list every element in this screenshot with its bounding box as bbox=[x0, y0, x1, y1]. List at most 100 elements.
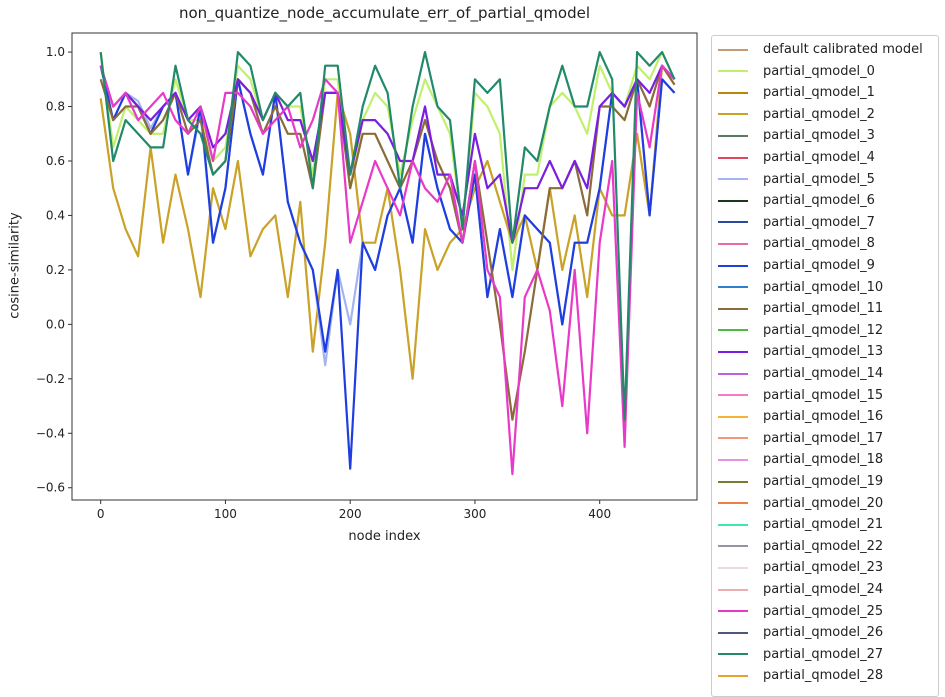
legend-label: partial_qmodel_24 bbox=[763, 582, 884, 597]
legend-label: partial_qmodel_2 bbox=[763, 106, 875, 122]
legend-item: partial_qmodel_23 bbox=[712, 557, 883, 578]
legend-item: partial_qmodel_13 bbox=[712, 341, 883, 362]
legend-swatch bbox=[718, 48, 748, 51]
legend-label: partial_qmodel_9 bbox=[763, 258, 875, 273]
legend-item: partial_qmodel_5 bbox=[712, 169, 875, 190]
legend-swatch bbox=[718, 91, 748, 94]
legend-label: partial_qmodel_16 bbox=[763, 409, 884, 425]
legend-swatch bbox=[718, 653, 748, 656]
legend-swatch bbox=[718, 610, 748, 613]
legend-item: partial_qmodel_26 bbox=[712, 622, 883, 643]
legend-item: default calibrated model bbox=[712, 39, 923, 60]
y-tick-label: 0.0 bbox=[46, 317, 65, 331]
legend-swatch bbox=[718, 674, 748, 677]
legend-swatch bbox=[718, 545, 748, 548]
legend-swatch bbox=[718, 458, 748, 461]
legend-label: partial_qmodel_26 bbox=[763, 625, 884, 641]
y-tick-label: −0.4 bbox=[36, 426, 65, 440]
legend-item: partial_qmodel_28 bbox=[712, 665, 883, 686]
legend-item: partial_qmodel_27 bbox=[712, 644, 883, 665]
legend-swatch bbox=[718, 523, 748, 526]
series-line-14 bbox=[99, 64, 676, 244]
legend-item: partial_qmodel_4 bbox=[712, 147, 875, 168]
legend-item: partial_qmodel_11 bbox=[712, 298, 883, 319]
x-tick-label: 0 bbox=[97, 507, 105, 521]
plot-frame bbox=[71, 32, 698, 501]
legend-item: partial_qmodel_22 bbox=[712, 536, 883, 557]
legend-swatch bbox=[718, 502, 748, 505]
legend-item: partial_qmodel_24 bbox=[712, 579, 883, 600]
legend-label: partial_qmodel_13 bbox=[763, 344, 884, 360]
x-tick-label: 400 bbox=[588, 507, 611, 521]
legend-swatch bbox=[718, 588, 748, 591]
series-line-28 bbox=[99, 50, 676, 421]
legend-label: partial_qmodel_14 bbox=[763, 366, 884, 381]
legend-label: partial_qmodel_27 bbox=[763, 646, 884, 662]
y-tick-label: −0.6 bbox=[36, 481, 65, 495]
series-line-1 bbox=[99, 50, 676, 271]
legend-label: partial_qmodel_25 bbox=[763, 603, 884, 619]
legend-swatch bbox=[718, 70, 748, 73]
x-tick-label: 200 bbox=[339, 507, 362, 521]
chart-title: non_quantize_node_accumulate_err_of_part… bbox=[178, 4, 591, 22]
legend-swatch bbox=[718, 566, 748, 569]
legend-item: partial_qmodel_15 bbox=[712, 385, 883, 406]
x-axis-label: node index bbox=[348, 529, 421, 544]
legend-item: partial_qmodel_0 bbox=[712, 61, 875, 82]
x-tick-label: 300 bbox=[463, 507, 486, 521]
legend-item: partial_qmodel_10 bbox=[712, 277, 883, 298]
legend-swatch bbox=[718, 437, 748, 440]
legend-label: partial_qmodel_15 bbox=[763, 387, 884, 403]
legend-item: partial_qmodel_12 bbox=[712, 320, 883, 341]
legend-item: partial_qmodel_14 bbox=[712, 363, 883, 384]
legend: default calibrated model partial_qmodel_0… bbox=[711, 35, 939, 697]
legend-label: partial_qmodel_8 bbox=[763, 236, 875, 252]
legend-swatch bbox=[718, 221, 748, 224]
y-tick-label: 0.4 bbox=[46, 208, 65, 222]
legend-swatch bbox=[718, 134, 748, 137]
legend-label: partial_qmodel_20 bbox=[763, 495, 884, 511]
legend-label: partial_qmodel_0 bbox=[763, 63, 875, 79]
legend-item: partial_qmodel_18 bbox=[712, 449, 883, 470]
y-tick-label: −0.2 bbox=[36, 372, 65, 386]
legend-swatch bbox=[718, 199, 748, 202]
legend-swatch bbox=[718, 307, 748, 310]
legend-label: partial_qmodel_23 bbox=[763, 560, 884, 576]
x-tick-label: 100 bbox=[214, 507, 237, 521]
series-line-12 bbox=[99, 64, 676, 421]
legend-item: partial_qmodel_17 bbox=[712, 428, 883, 449]
legend-item: partial_qmodel_3 bbox=[712, 125, 875, 146]
legend-label: partial_qmodel_28 bbox=[763, 668, 884, 684]
chart-plot: 0 100 200 300 400 −0.6 −0.4 −0.2 0.0 0.2 0.4 0.6 0.8… bbox=[36, 32, 698, 521]
legend-label: partial_qmodel_18 bbox=[763, 452, 884, 468]
legend-swatch bbox=[718, 178, 748, 181]
legend-item: partial_qmodel_20 bbox=[712, 493, 883, 514]
y-tick-label: 0.8 bbox=[46, 100, 65, 114]
legend-item: partial_qmodel_8 bbox=[712, 233, 875, 254]
legend-label: partial_qmodel_11 bbox=[763, 301, 884, 317]
legend-label: partial_qmodel_12 bbox=[763, 322, 884, 338]
legend-item: partial_qmodel_19 bbox=[712, 471, 883, 492]
legend-label: partial_qmodel_17 bbox=[763, 430, 884, 446]
legend-swatch bbox=[718, 156, 748, 159]
legend-swatch bbox=[718, 329, 748, 332]
legend-label: partial_qmodel_7 bbox=[763, 214, 875, 230]
legend-label: partial_qmodel_21 bbox=[763, 517, 884, 533]
legend-swatch bbox=[718, 394, 748, 397]
legend-item: partial_qmodel_6 bbox=[712, 190, 875, 211]
y-tick-label: 0.6 bbox=[46, 154, 65, 168]
legend-item: partial_qmodel_25 bbox=[712, 601, 883, 622]
legend-swatch bbox=[718, 480, 748, 483]
legend-swatch bbox=[718, 631, 748, 634]
y-axis-label: cosine-similarity bbox=[7, 212, 23, 319]
legend-label: partial_qmodel_19 bbox=[763, 474, 884, 489]
legend-label: partial_qmodel_3 bbox=[763, 128, 875, 144]
legend-swatch bbox=[718, 242, 748, 245]
legend-swatch bbox=[718, 350, 748, 353]
legend-label: partial_qmodel_1 bbox=[763, 85, 875, 101]
legend-label: partial_qmodel_10 bbox=[763, 279, 884, 295]
legend-swatch bbox=[718, 415, 748, 418]
legend-item: partial_qmodel_2 bbox=[712, 104, 875, 125]
legend-swatch bbox=[718, 264, 748, 267]
y-tick-label: 0.2 bbox=[46, 263, 65, 277]
